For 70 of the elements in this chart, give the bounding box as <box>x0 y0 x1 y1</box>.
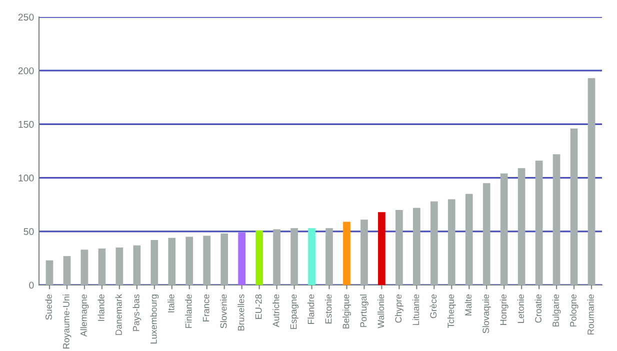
bar <box>343 222 350 285</box>
bar <box>500 174 508 285</box>
x-tick-label: Belgique <box>342 294 351 328</box>
bar <box>116 247 124 285</box>
x-tick-label: Chypre <box>394 294 404 323</box>
x-tick-label: Flandre <box>308 294 314 324</box>
x-tick-label: Autriche <box>272 294 280 328</box>
bar <box>80 250 88 285</box>
bar <box>430 201 438 285</box>
x-tick-label: Italie <box>168 294 174 312</box>
y-tick-label: 250 <box>18 14 34 21</box>
x-tick-label: Bulgarie <box>552 294 561 326</box>
y-tick-label: 0 <box>29 282 34 289</box>
y-tick-label: 100 <box>18 174 34 182</box>
x-tick-label: Letonie <box>517 294 524 323</box>
bar <box>535 160 543 285</box>
x-tick-label: Suede <box>45 294 52 320</box>
bar <box>256 230 263 285</box>
bar <box>150 240 158 285</box>
bar <box>220 234 228 285</box>
bar <box>482 183 490 285</box>
x-tick-label: Hongrie <box>500 294 508 325</box>
x-tick-label: Pays-bas <box>132 294 142 331</box>
bar <box>46 260 54 285</box>
bar <box>186 236 194 285</box>
y-tick-label: 50 <box>24 228 34 236</box>
bar <box>273 229 280 285</box>
bar <box>308 228 316 285</box>
bar <box>518 168 526 285</box>
x-tick-label: Danemark <box>115 294 122 335</box>
bar <box>465 194 473 285</box>
bar <box>98 248 106 285</box>
bar <box>378 212 386 285</box>
x-tick-label: Wallonie <box>377 294 384 328</box>
bar <box>588 78 596 285</box>
x-tick-label: Estonie <box>325 294 332 324</box>
y-tick-label: 200 <box>18 67 34 74</box>
bar <box>326 228 333 285</box>
x-tick-label: Irlande <box>98 294 104 321</box>
bar <box>360 220 368 285</box>
bar <box>238 232 246 285</box>
x-tick-label: Roumanie <box>587 294 594 334</box>
x-tick-label: Croatie <box>534 294 542 323</box>
x-tick-label: Royaume-Uni <box>62 294 72 348</box>
bar <box>133 245 141 285</box>
x-tick-label: Pologne <box>570 294 578 326</box>
x-tick-label: Allemagne <box>80 294 89 337</box>
x-tick-label: Grèce <box>430 294 437 318</box>
x-tick-label: Luxembourg <box>150 294 159 344</box>
y-tick-label: 150 <box>18 120 34 128</box>
x-tick-label: France <box>202 294 210 322</box>
bar <box>570 128 578 285</box>
bar <box>412 208 420 285</box>
bar <box>448 199 456 285</box>
bar <box>203 236 211 285</box>
bar <box>396 210 403 285</box>
x-tick-label: EU-28 <box>255 294 262 319</box>
bar <box>290 228 298 285</box>
x-tick-label: Bruxelles <box>238 294 244 330</box>
bar <box>168 238 176 285</box>
bar <box>552 154 560 285</box>
x-tick-label: Slovenie <box>220 294 227 328</box>
x-tick-label: Finlande <box>185 294 192 328</box>
bar <box>63 256 71 285</box>
x-tick-label: Tcheque <box>447 294 456 328</box>
x-tick-label: Espagne <box>290 294 298 329</box>
x-tick-label: Malte <box>464 294 472 316</box>
x-tick-label: Lituanie <box>412 294 420 325</box>
x-tick-label: Portugal <box>360 294 368 327</box>
x-tick-label: Slovaquie <box>482 294 491 334</box>
